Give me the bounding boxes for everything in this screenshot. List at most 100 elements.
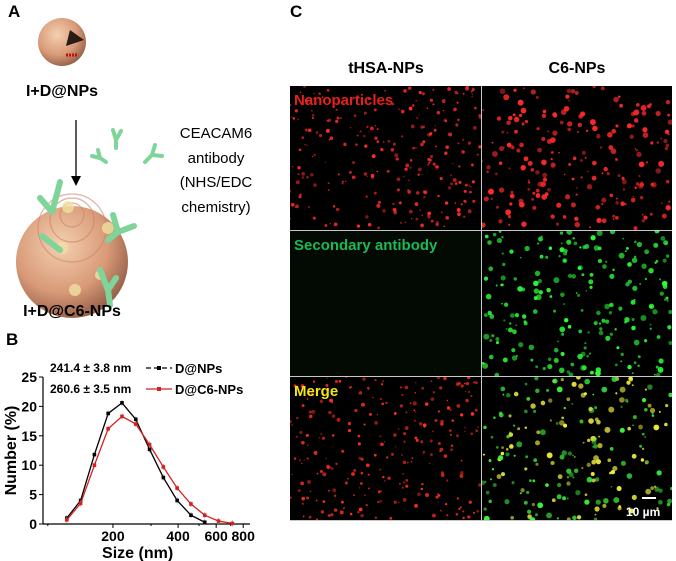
fluorescent-spot [645,161,649,164]
fluorescent-spot [324,161,327,164]
fluorescent-spot [395,157,399,161]
fluorescent-spot [383,479,386,482]
fluorescent-spot [595,499,601,505]
fluorescent-spot [310,109,313,112]
fluorescent-spot [626,380,631,385]
fluorescent-spot [290,103,292,107]
fluorescent-spot [626,507,629,510]
fluorescent-spot [609,193,614,198]
fluorescent-spot [315,131,319,134]
fluorescent-spot [528,344,535,351]
fluorescent-spot [567,121,573,127]
fluorescent-spot [609,447,614,451]
fluorescent-spot [526,490,530,495]
fluorescent-spot [524,382,528,386]
y-axis-label: Number (%) [3,406,20,496]
fluorescent-spot [589,272,594,277]
fluorescent-spot [467,141,472,145]
fluorescent-spot [411,104,415,107]
fluorescent-spot [662,258,667,263]
fluorescent-spot [315,499,318,502]
fluorescent-spot [584,342,587,345]
fluorescent-spot [473,381,476,384]
fluorescent-spot [615,158,618,161]
fluorescent-spot [488,354,494,360]
panel-c-label: C [290,2,303,21]
fluorescent-spot [311,116,314,120]
fluorescent-spot [356,134,359,137]
fluorescent-spot [632,424,634,427]
fluorescent-spot [576,515,582,520]
fluorescent-spot [555,421,559,425]
fluorescent-spot [313,451,318,455]
fluorescent-spot [459,413,464,417]
fluorescent-spot [641,397,647,403]
fluorescent-spot [410,124,415,129]
fluorescent-spot [604,303,610,310]
fluorescent-spot [373,453,377,457]
fluorescent-spot [366,125,369,128]
fluorescent-spot [627,364,632,370]
channel-label: Merge [294,383,339,400]
fluorescent-spot [415,147,417,149]
fluorescent-spot [358,391,363,395]
fluorescent-spot [556,202,562,208]
fluorescent-spot [559,120,564,125]
fluorescent-spot [598,322,602,325]
fluorescent-spot [656,507,659,510]
fluorescent-spot [461,138,465,142]
fluorescent-spot [341,501,344,504]
fluorescent-spot [451,419,454,422]
fluorescent-spot [432,391,435,394]
fluorescent-spot [595,370,601,376]
fluorescent-spot [580,392,586,398]
fluorescent-spot [631,494,637,501]
fluorescent-spot [359,130,362,133]
fluorescent-spot [560,351,565,356]
fluorescent-spot [427,211,432,216]
fluorescent-spot [581,466,584,470]
fluorescent-spot [494,372,500,376]
fluorescent-spot [411,457,414,459]
y-tick-label: 10 [21,457,37,473]
fluorescent-spot [581,273,585,277]
fluorescent-spot [553,347,559,353]
fluorescent-spot [379,468,382,471]
legend-label: D@C6-NPs [175,382,243,397]
fluorescent-spot [431,513,436,518]
fluorescent-spot [331,434,335,437]
fluorescent-spot [550,137,556,143]
y-tick-label: 0 [29,516,37,532]
fluorescent-spot [472,511,476,515]
fluorescent-spot [374,136,378,140]
fluorescent-spot [432,103,435,106]
column-header-thsa: tHSA-NPs [348,60,424,77]
fluorescent-spot [614,363,618,367]
fluorescent-spot [311,410,316,414]
fluorescent-spot [551,498,556,503]
fluorescent-spot [450,182,453,186]
fluorescent-spot [649,305,653,309]
fluorescent-spot [297,489,301,493]
fluorescent-spot [511,348,516,353]
fluorescent-spot [403,176,405,178]
fluorescent-spot [376,128,379,130]
data-point [202,513,207,517]
series-annotation: 260.6 ± 3.5 nm [50,382,131,396]
fluorescent-spot [417,167,422,172]
fluorescent-spot [558,151,560,154]
fluorescent-spot [393,412,397,415]
fluorescent-spot [644,249,650,255]
fluorescent-spot [332,488,337,493]
fluorescent-spot [464,183,468,187]
fluorescent-spot [580,111,586,117]
fluorescent-spot [590,235,596,241]
fluorescent-spot [387,476,391,480]
fluorescent-spot [667,119,672,125]
fluorescent-spot [620,352,624,356]
fluorescent-spot [654,231,660,234]
fluorescent-spot [308,414,313,419]
fluorescent-spot [468,184,471,187]
fluorescent-spot [641,218,646,223]
fluorescent-spot [667,113,670,117]
